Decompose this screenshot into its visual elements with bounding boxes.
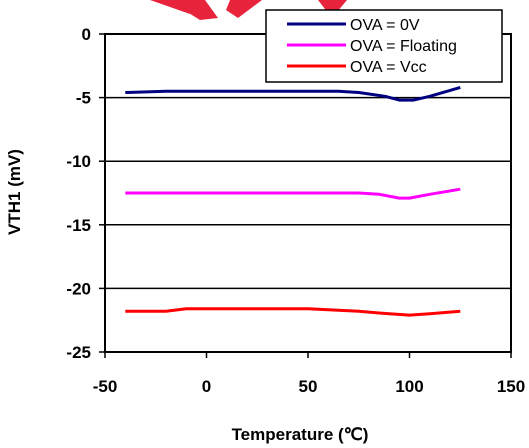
x-tick-label: 50 xyxy=(299,377,318,396)
legend: OVA = 0V OVA = Floating OVA = Vcc xyxy=(265,9,503,83)
y-tick-label: -10 xyxy=(66,152,91,171)
y-tick-label: -5 xyxy=(76,89,91,108)
legend-label: OVA = 0V xyxy=(350,17,420,34)
x-tick-label: 0 xyxy=(202,377,211,396)
y-tick-label: -25 xyxy=(66,343,91,362)
x-tick-label: 100 xyxy=(395,377,423,396)
y-tick-label: 0 xyxy=(82,25,91,44)
legend-label: OVA = Vcc xyxy=(350,59,427,76)
x-tick-label: 150 xyxy=(497,377,525,396)
x-tick-label: -50 xyxy=(93,377,118,396)
tick-layer: 0 -5 -10 -15 -20 -25-50 0 50 100 150 xyxy=(66,25,525,396)
watermark-graphic xyxy=(150,0,347,20)
legend-label: OVA = Floating xyxy=(350,38,457,55)
x-axis-title: Temperature (℃) xyxy=(232,425,369,444)
series-line xyxy=(125,85,461,102)
series-line xyxy=(125,187,461,200)
series-line xyxy=(125,307,461,317)
y-tick-label: -15 xyxy=(66,216,91,235)
y-tick-label: -20 xyxy=(66,279,91,298)
gridlines xyxy=(105,96,511,290)
series-layer xyxy=(125,85,461,317)
y-axis-title: VTH1 (mV) xyxy=(5,149,24,235)
